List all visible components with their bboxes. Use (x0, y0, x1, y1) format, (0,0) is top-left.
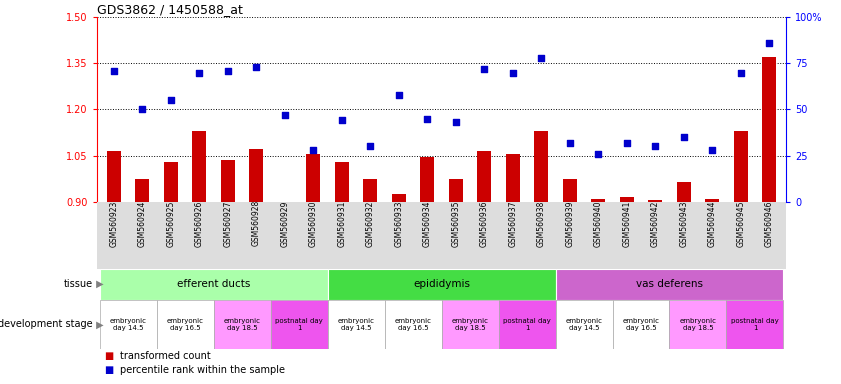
Bar (677, 182, 690, 202)
Bar (669, 300, 727, 349)
Point (135, 106, 149, 113)
Bar (135, 179, 150, 202)
Text: ■: ■ (105, 364, 118, 375)
Point (420, 116, 434, 122)
Bar (107, 151, 121, 202)
Bar (563, 179, 577, 202)
Bar (384, 300, 442, 349)
Point (620, 139, 633, 146)
Bar (392, 194, 406, 202)
Bar (505, 154, 520, 202)
Bar (556, 269, 784, 300)
Bar (534, 131, 548, 202)
Bar (442, 300, 499, 349)
Text: embryonic
day 16.5: embryonic day 16.5 (394, 318, 431, 331)
Bar (306, 154, 320, 202)
Text: ▶: ▶ (93, 279, 103, 289)
Point (392, 92, 405, 98)
Point (363, 143, 377, 149)
Bar (705, 199, 719, 202)
Point (763, 40, 776, 46)
Point (535, 55, 548, 61)
Text: embryonic
day 18.5: embryonic day 18.5 (452, 318, 489, 331)
Bar (164, 162, 178, 202)
Text: percentile rank within the sample: percentile rank within the sample (120, 364, 285, 375)
Point (221, 68, 235, 74)
Text: efferent ducts: efferent ducts (177, 279, 251, 289)
Point (335, 118, 348, 124)
Text: epididymis: epididymis (413, 279, 470, 289)
Text: embryonic
day 18.5: embryonic day 18.5 (680, 318, 717, 331)
Bar (612, 300, 669, 349)
Point (478, 66, 491, 72)
Bar (727, 300, 784, 349)
Bar (193, 131, 206, 202)
Bar (556, 300, 612, 349)
Point (734, 70, 748, 76)
Point (706, 147, 719, 153)
Point (278, 112, 292, 118)
Point (677, 134, 690, 140)
Bar (214, 300, 271, 349)
Text: postnatal day
1: postnatal day 1 (503, 318, 551, 331)
Bar (249, 149, 263, 202)
Point (307, 147, 320, 153)
Bar (99, 269, 327, 300)
Point (449, 119, 463, 126)
Bar (620, 197, 634, 202)
Text: embryonic
day 14.5: embryonic day 14.5 (565, 318, 602, 331)
Text: tissue: tissue (63, 279, 93, 289)
Text: GDS3862 / 1450588_at: GDS3862 / 1450588_at (97, 3, 242, 16)
Text: embryonic
day 16.5: embryonic day 16.5 (167, 318, 204, 331)
Text: embryonic
day 18.5: embryonic day 18.5 (224, 318, 261, 331)
Point (591, 151, 605, 157)
Text: transformed count: transformed count (120, 351, 211, 361)
Point (164, 97, 177, 103)
Bar (420, 157, 435, 202)
Bar (156, 300, 214, 349)
Bar (278, 202, 292, 203)
Bar (499, 300, 556, 349)
Bar (448, 179, 463, 202)
Bar (591, 199, 606, 202)
Point (506, 70, 520, 76)
Bar (220, 160, 235, 202)
Text: vas deferens: vas deferens (636, 279, 703, 289)
Text: ▶: ▶ (93, 319, 103, 329)
Bar (648, 200, 663, 202)
Bar (733, 131, 748, 202)
Text: postnatal day
1: postnatal day 1 (731, 318, 779, 331)
Text: postnatal day
1: postnatal day 1 (275, 318, 323, 331)
Text: embryonic
day 14.5: embryonic day 14.5 (109, 318, 146, 331)
Text: embryonic
day 14.5: embryonic day 14.5 (337, 318, 374, 331)
Bar (335, 162, 349, 202)
Point (563, 139, 576, 146)
Point (648, 143, 662, 149)
Point (250, 64, 263, 70)
Text: embryonic
day 16.5: embryonic day 16.5 (622, 318, 659, 331)
Bar (99, 300, 156, 349)
Bar (271, 300, 327, 349)
Point (107, 68, 120, 74)
Text: ■: ■ (105, 351, 118, 361)
Bar (363, 179, 378, 202)
Bar (327, 269, 556, 300)
Bar (762, 57, 776, 202)
Bar (477, 151, 491, 202)
Bar (327, 300, 384, 349)
Text: development stage: development stage (0, 319, 93, 329)
Point (193, 70, 206, 76)
